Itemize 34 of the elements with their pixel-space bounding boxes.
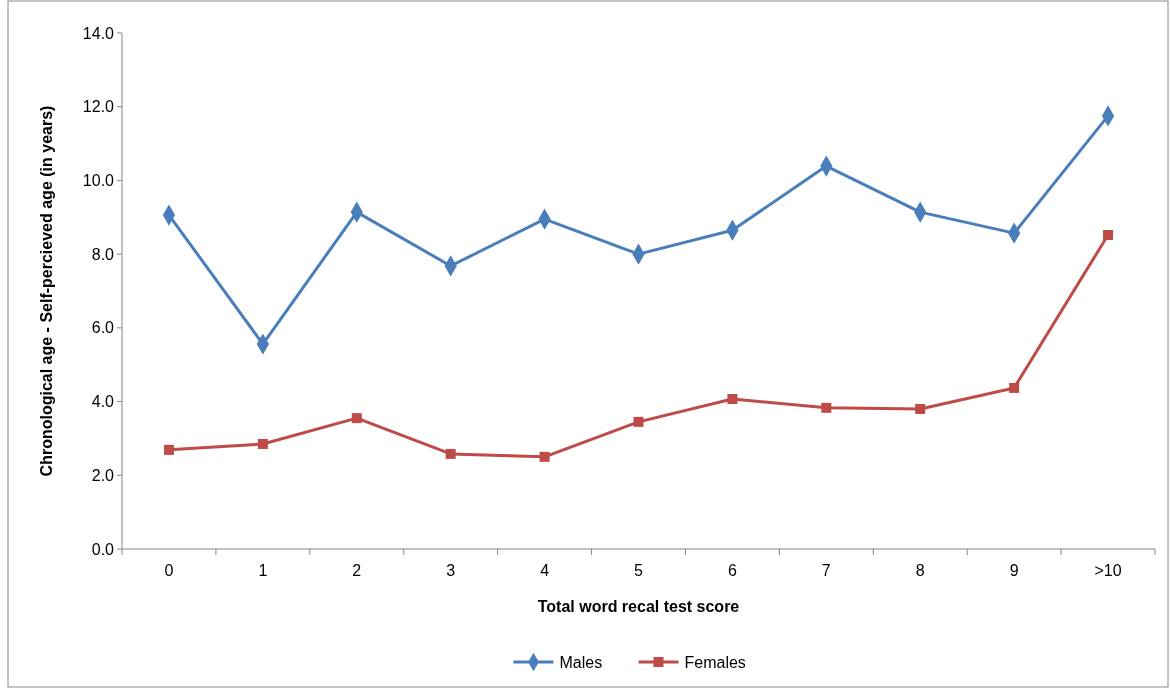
point [257, 438, 268, 449]
point [163, 444, 174, 455]
point [633, 416, 644, 427]
y-tick-label: 4.0 [91, 393, 115, 411]
y-tick-label: 12.0 [82, 98, 115, 116]
point [1009, 382, 1020, 393]
x-tick-label: 7 [821, 562, 831, 579]
y-axis-title: Chronological age - Self-percieved age (in years) [38, 105, 55, 477]
x-tick-label: 1 [258, 562, 268, 579]
point [445, 448, 456, 459]
x-tick-label: 8 [915, 562, 925, 579]
x-tick-label: 0 [164, 562, 174, 579]
point [915, 403, 926, 414]
x-tick-label: 5 [634, 562, 644, 579]
point [821, 402, 832, 413]
y-tick-label: 0.0 [91, 540, 115, 558]
y-tick-label: 2.0 [91, 466, 115, 484]
x-tick-label: 4 [540, 562, 550, 579]
x-tick-label: >10 [1094, 562, 1122, 579]
y-tick-label: 10.0 [82, 172, 115, 190]
point [539, 451, 550, 462]
point [727, 393, 738, 404]
y-tick-label: 6.0 [91, 319, 115, 337]
point [351, 413, 362, 424]
x-tick-label: 2 [352, 562, 362, 579]
x-tick-label: 3 [446, 562, 456, 579]
x-tick-label: 9 [1009, 562, 1019, 579]
legend-label: Males [559, 653, 603, 671]
x-tick-label: 6 [727, 562, 737, 579]
y-tick-label: 14.0 [82, 24, 115, 42]
x-axis-title: Total word recal test score [537, 598, 740, 615]
legend-label: Females [684, 653, 746, 671]
point [1103, 229, 1114, 240]
y-tick-label: 8.0 [91, 245, 115, 263]
